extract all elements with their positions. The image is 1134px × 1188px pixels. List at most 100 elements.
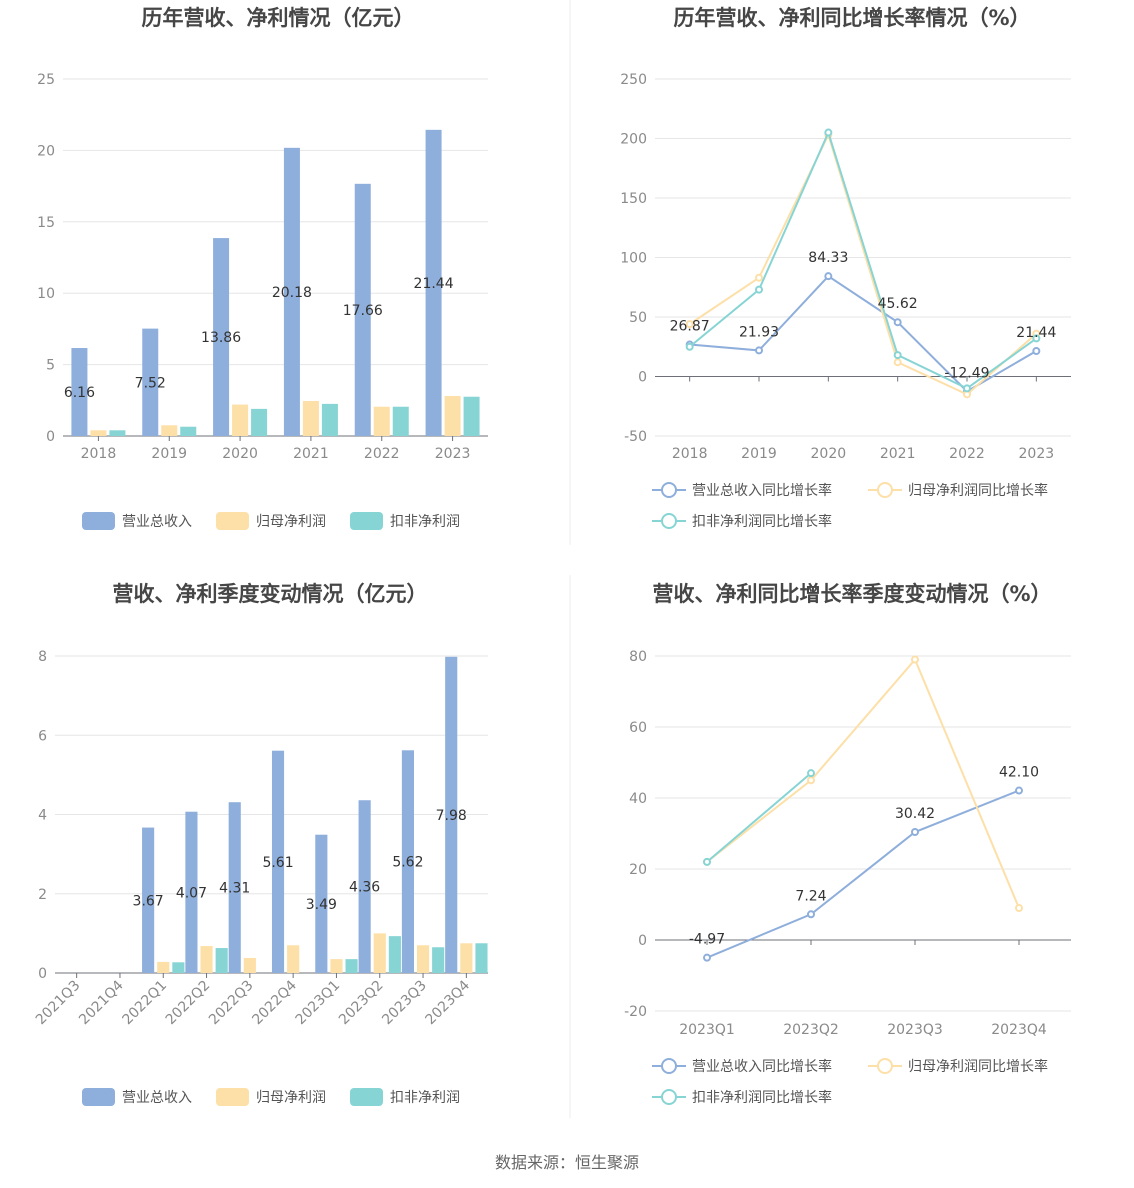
- bar: [302, 401, 319, 436]
- bar: [142, 328, 159, 436]
- legend-label: 扣非净利润: [390, 514, 460, 530]
- data-point: [807, 776, 815, 785]
- data-label: 17.66: [343, 303, 383, 319]
- bar: [251, 408, 268, 436]
- x-tick-label: 2020: [222, 446, 258, 462]
- data-label: 5.62: [392, 855, 423, 871]
- y-tick-label: 0: [46, 429, 55, 445]
- y-tick-label: 40: [629, 791, 647, 807]
- data-label: 3.49: [306, 897, 337, 913]
- data-label: 7.52: [135, 375, 166, 391]
- y-tick-label: 4: [38, 808, 47, 824]
- y-tick-label: 80: [629, 649, 647, 665]
- x-tick-label: 2022Q4: [249, 977, 300, 1028]
- bar: [215, 948, 228, 973]
- y-tick-label: -50: [624, 429, 647, 445]
- legend-label: 归母净利润: [256, 1089, 326, 1106]
- x-tick-label: 2023: [435, 446, 471, 462]
- bar: [321, 403, 338, 436]
- data-label: 45.62: [878, 296, 918, 312]
- data-point: [703, 953, 711, 962]
- y-tick-label: 200: [620, 132, 647, 148]
- bar: [200, 946, 213, 973]
- data-point: [755, 346, 763, 355]
- y-tick-label: 2: [38, 887, 47, 903]
- x-tick-label: 2023Q4: [423, 977, 474, 1028]
- bar: [287, 945, 300, 973]
- data-point: [703, 857, 711, 866]
- chart-title: 营收、净利季度变动情况（亿元）: [113, 582, 428, 606]
- bar: [271, 750, 285, 973]
- bar: [315, 834, 328, 973]
- data-point: [1015, 904, 1023, 913]
- bar: [71, 348, 88, 436]
- data-label: 42.10: [999, 765, 1039, 781]
- series-line: [689, 132, 1037, 396]
- series-line: [706, 772, 812, 863]
- data-point: [807, 910, 815, 919]
- bar: [109, 430, 126, 436]
- chart-annual-bar: 历年营收、净利情况（亿元） 0 5 10 15 20 25 2018 2019 2020 2021 2…: [37, 6, 488, 530]
- series-line: [689, 129, 1037, 390]
- x-tick-label: 2019: [151, 446, 187, 462]
- y-tick-label: 10: [37, 286, 55, 302]
- bar: [444, 396, 461, 436]
- y-tick-label: 5: [46, 358, 55, 374]
- legend-swatch: [216, 512, 249, 530]
- data-point: [963, 384, 971, 393]
- legend-label: 营业总收入: [122, 1090, 192, 1106]
- y-tick-label: 60: [629, 720, 647, 736]
- x-tick-label: 2021: [293, 446, 329, 462]
- data-point: [893, 351, 902, 360]
- bar: [416, 945, 430, 973]
- y-tick-label: 20: [629, 862, 647, 878]
- x-tick-label: 2021Q3: [33, 978, 84, 1029]
- bar: [161, 425, 178, 436]
- bar: [345, 959, 358, 973]
- bar: [445, 656, 458, 973]
- y-tick-label: 250: [620, 72, 647, 88]
- legend-marker: [661, 482, 677, 498]
- y-tick-label: 150: [620, 191, 647, 207]
- x-tick-label: 2022Q1: [119, 978, 170, 1029]
- legend-marker: [661, 1089, 677, 1105]
- y-tick-label: -20: [624, 1004, 647, 1020]
- y-tick-label: 8: [38, 649, 47, 665]
- x-tick-label: 2018: [81, 446, 117, 462]
- x-tick-label: 2019: [741, 446, 777, 462]
- data-point: [893, 318, 902, 327]
- chart-quarter-bar: 营收、净利季度变动情况（亿元）024682021Q32021Q42022Q120…: [33, 582, 488, 1106]
- chart-title: 营收、净利同比增长率季度变动情况（%）: [652, 582, 1051, 606]
- bar: [475, 943, 488, 973]
- data-label: 20.18: [272, 285, 312, 301]
- data-point: [755, 285, 763, 294]
- bar: [460, 943, 473, 973]
- x-tick-label: 2023Q4: [991, 1022, 1047, 1038]
- chart-title: 历年营收、净利同比增长率情况（%）: [673, 6, 1030, 30]
- legend-label: 归母净利润: [256, 513, 326, 530]
- legend-swatch: [350, 1088, 383, 1106]
- x-tick-label: 2022: [949, 446, 985, 462]
- bar: [373, 933, 386, 973]
- y-tick-label: 50: [629, 310, 647, 326]
- bar: [157, 961, 170, 973]
- x-tick-label: 2021: [880, 446, 916, 462]
- data-label: 26.87: [670, 319, 710, 335]
- legend-label: 营业总收入: [122, 514, 192, 530]
- legend-marker: [661, 1058, 677, 1074]
- series-line: [706, 789, 1020, 959]
- legend-label: 扣非净利润: [390, 1090, 460, 1106]
- bar: [388, 936, 401, 973]
- data-point: [685, 320, 694, 329]
- legend-label: 营业总收入同比增长率: [692, 1058, 832, 1075]
- data-label: 4.31: [219, 881, 250, 897]
- bar: [185, 811, 198, 973]
- y-tick-label: 15: [37, 215, 55, 231]
- data-point: [893, 358, 902, 367]
- bar: [172, 962, 185, 973]
- bar: [90, 430, 107, 436]
- y-tick-label: 6: [38, 728, 47, 744]
- chart-title: 历年营收、净利情况（亿元）: [142, 6, 415, 30]
- source-note: 数据来源：恒生聚源: [495, 1153, 639, 1172]
- bar: [425, 129, 442, 437]
